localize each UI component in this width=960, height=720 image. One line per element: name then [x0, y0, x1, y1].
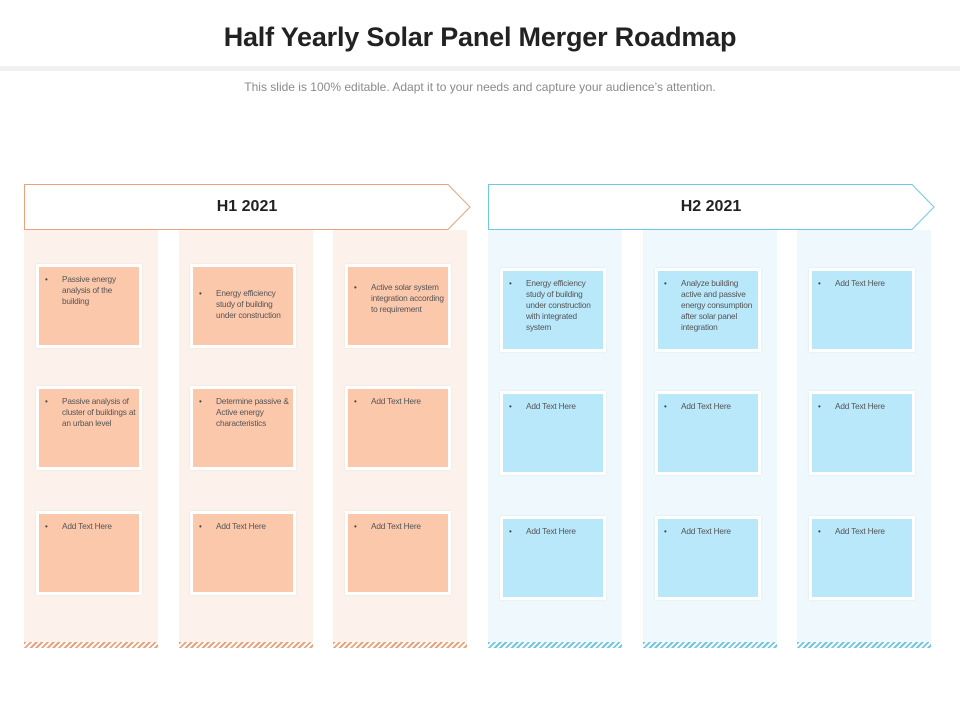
bullet-icon: •: [664, 279, 667, 288]
bullet-icon: •: [818, 279, 821, 288]
card-text: Add Text Here: [681, 401, 731, 411]
title-divider: [0, 66, 960, 71]
bullet-icon: •: [199, 522, 202, 531]
card-text: Add Text Here: [216, 521, 266, 531]
bullet-icon: •: [664, 527, 667, 536]
bullet-icon: •: [354, 283, 357, 292]
bullet-icon: •: [45, 275, 48, 284]
card-text: Analyze building active and passive ener…: [681, 278, 753, 332]
roadmap-card: • Add Text Here: [345, 386, 451, 470]
roadmap-card: • Add Text Here: [655, 516, 761, 600]
bullet-icon: •: [45, 397, 48, 406]
arrow-shape: [488, 184, 935, 230]
roadmap-card: • Active solar system integration accord…: [345, 264, 451, 348]
column-footer-2: [179, 642, 313, 648]
column-footer-6: [797, 642, 931, 648]
roadmap-card: • Analyze building active and passive en…: [655, 268, 761, 352]
roadmap-card: • Add Text Here: [36, 511, 142, 595]
card-text: Passive energy analysis of the building: [62, 274, 116, 306]
card-text: Passive analysis of cluster of buildings…: [62, 396, 136, 428]
card-text: Add Text Here: [681, 526, 731, 536]
roadmap-card: • Add Text Here: [809, 516, 915, 600]
page-subtitle: This slide is 100% editable. Adapt it to…: [244, 80, 716, 94]
phase-arrow-h2: H2 2021: [488, 184, 935, 230]
bullet-icon: •: [509, 527, 512, 536]
card-text: Energy efficiency study of building unde…: [526, 278, 591, 332]
roadmap-card: • Add Text Here: [345, 511, 451, 595]
roadmap-card: • Energy efficiency study of building un…: [500, 268, 606, 352]
column-footer-5: [643, 642, 777, 648]
page-title: Half Yearly Solar Panel Merger Roadmap: [223, 22, 737, 52]
roadmap-card: • Passive analysis of cluster of buildin…: [36, 386, 142, 470]
bullet-icon: •: [354, 522, 357, 531]
arrow-shape: [24, 184, 471, 230]
bullet-icon: •: [664, 402, 667, 411]
card-text: Determine passive & Active energy charac…: [216, 396, 289, 428]
card-text: Add Text Here: [371, 521, 421, 531]
card-text: Energy efficiency study of building unde…: [216, 288, 281, 320]
column-footer-4: [488, 642, 622, 648]
bullet-icon: •: [509, 402, 512, 411]
phase-label: H1 2021: [216, 198, 278, 215]
card-text: Add Text Here: [835, 401, 885, 411]
column-footer-3: [333, 642, 467, 648]
bullet-icon: •: [199, 397, 202, 406]
bullet-icon: •: [354, 397, 357, 406]
card-text: Add Text Here: [526, 401, 576, 411]
bullet-icon: •: [818, 527, 821, 536]
roadmap-card: • Add Text Here: [809, 268, 915, 352]
roadmap-card: • Determine passive & Active energy char…: [190, 386, 296, 470]
bullet-icon: •: [509, 279, 512, 288]
bullet-icon: •: [45, 522, 48, 531]
card-text: Add Text Here: [62, 521, 112, 531]
roadmap-card: • Passive energy analysis of the buildin…: [36, 264, 142, 348]
roadmap-card: • Add Text Here: [500, 516, 606, 600]
column-footer-1: [24, 642, 158, 648]
card-text: Add Text Here: [835, 526, 885, 536]
card-text: Add Text Here: [526, 526, 576, 536]
roadmap-card: • Add Text Here: [809, 391, 915, 475]
roadmap-card: • Add Text Here: [190, 511, 296, 595]
bullet-icon: •: [818, 402, 821, 411]
card-text: Add Text Here: [371, 396, 421, 406]
phase-label: H2 2021: [680, 198, 742, 215]
card-text: Active solar system integration accordin…: [371, 282, 444, 314]
card-text: Add Text Here: [835, 278, 885, 288]
roadmap-card: • Add Text Here: [500, 391, 606, 475]
roadmap-card: • Add Text Here: [655, 391, 761, 475]
phase-arrow-h1: H1 2021: [24, 184, 471, 230]
bullet-icon: •: [199, 289, 202, 298]
roadmap-card: • Energy efficiency study of building un…: [190, 264, 296, 348]
